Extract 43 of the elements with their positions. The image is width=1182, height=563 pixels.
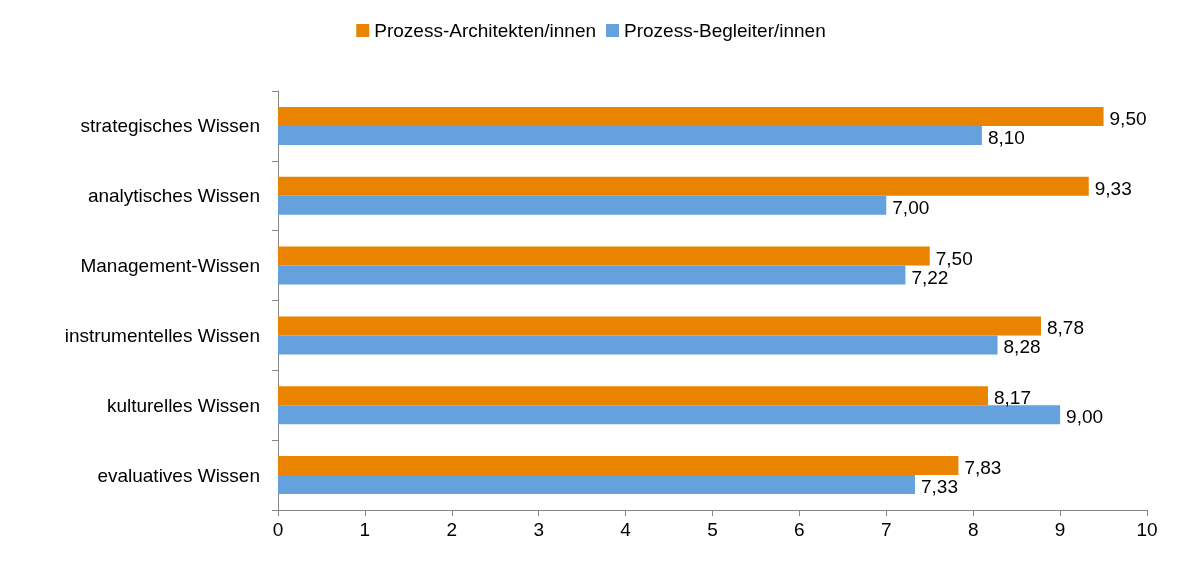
- data-label: 9,50: [1109, 107, 1147, 129]
- x-tick-label: 6: [794, 519, 805, 540]
- data-label: 8,10: [987, 126, 1025, 148]
- bar: [278, 386, 988, 406]
- data-label: 8,28: [1003, 336, 1041, 358]
- x-tick-label: 3: [533, 519, 544, 540]
- legend-label: Prozess-Begleiter/innen: [624, 20, 826, 41]
- bar: [278, 265, 906, 285]
- bar: [278, 475, 915, 495]
- x-tick-label: 8: [967, 519, 979, 540]
- bar: [278, 335, 998, 355]
- data-label: 7,00: [892, 196, 930, 218]
- y-tick-label: instrumentelles Wissen: [64, 324, 260, 346]
- x-tick-label: 2: [446, 519, 458, 540]
- bar: [278, 125, 982, 145]
- x-tick-label: 5: [707, 519, 718, 540]
- y-tick-label: strategisches Wissen: [80, 115, 260, 137]
- y-tick-label: analytisches Wissen: [87, 185, 260, 207]
- data-label: 7,22: [911, 266, 949, 288]
- bar: [278, 316, 1041, 336]
- data-label: 9,00: [1066, 406, 1104, 428]
- bar: [278, 405, 1061, 425]
- data-label: 8,17: [993, 387, 1031, 409]
- x-tick-label: 4: [620, 519, 632, 540]
- x-tick-label: 9: [1054, 519, 1066, 540]
- x-tick-label: 1: [359, 519, 371, 540]
- x-tick-label: 7: [881, 519, 892, 540]
- data-label: 9,33: [1094, 177, 1132, 199]
- y-tick-label: Management-Wissen: [80, 255, 260, 277]
- bar: [278, 195, 887, 215]
- x-tick-label: 10: [1136, 519, 1158, 540]
- data-label: 7,50: [935, 247, 973, 269]
- data-label: 8,78: [1046, 317, 1084, 339]
- legend-label: Prozess-Architekten/innen: [374, 20, 597, 41]
- bar: [278, 106, 1104, 126]
- bar: [278, 246, 930, 266]
- x-tick-label: 0: [272, 519, 284, 540]
- data-label: 7,83: [964, 457, 1002, 479]
- y-tick-label: kulturelles Wissen: [106, 394, 260, 416]
- y-tick-label: evaluatives Wissen: [97, 464, 260, 486]
- bar: [278, 176, 1089, 196]
- data-label: 7,33: [920, 476, 958, 498]
- bar: [278, 456, 959, 476]
